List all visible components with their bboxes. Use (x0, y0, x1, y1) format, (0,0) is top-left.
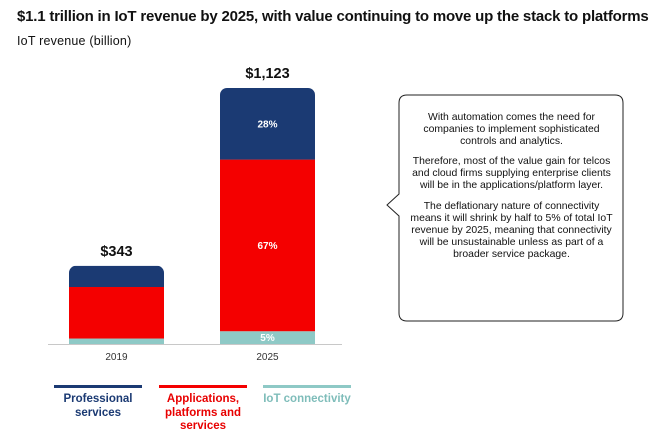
callout-bubble (386, 94, 624, 322)
y-axis-label: IoT revenue (billion) (17, 34, 132, 48)
callout-paragraph: With automation comes the need for compa… (423, 112, 600, 148)
bar-segment-professional-2025 (220, 88, 315, 160)
legend-item-professional-services: Professional services (52, 385, 144, 420)
bar-segment-connectivity-2019 (69, 338, 164, 344)
chart-title: $1.1 trillion in IoT revenue by 2025, wi… (17, 8, 649, 25)
x-tick-label-2019: 2019 (105, 352, 128, 363)
bars-group: $343 2019 5% 67% 28% $1,123 2025 (69, 66, 315, 363)
bar-2025 (220, 88, 315, 344)
legend-item-applications: Applications, platforms and services (157, 385, 249, 434)
legend-item-iot-connectivity: IoT connectivity (261, 385, 353, 407)
callout-paragraph: The deflationary nature of connectivity … (410, 200, 613, 260)
callout-paragraph: Therefore, most of the value gain for te… (412, 156, 611, 192)
callout-text: With automation comes the need for compa… (408, 112, 615, 269)
legend-label: Professional services (63, 393, 133, 419)
total-label-2025: $1,123 (245, 66, 289, 82)
segment-label-applications-2025: 67% (257, 241, 277, 252)
bar-2019 (69, 265, 164, 344)
bar-segment-professional-2019 (69, 265, 164, 288)
x-tick-label-2025: 2025 (256, 352, 279, 363)
segment-label-professional-2025: 28% (257, 119, 277, 130)
legend-swatch (263, 385, 351, 388)
legend-label: Applications, platforms and services (164, 393, 242, 432)
legend-label: IoT connectivity (263, 393, 351, 405)
bar-segment-applications-2025 (220, 159, 315, 332)
bar-segment-connectivity-2025 (220, 331, 315, 344)
bar-segment-applications-2019 (69, 287, 164, 339)
total-label-2019: $343 (100, 244, 132, 260)
legend-swatch (54, 385, 142, 388)
legend-swatch (159, 385, 247, 388)
segment-label-connectivity-2025: 5% (260, 333, 275, 344)
